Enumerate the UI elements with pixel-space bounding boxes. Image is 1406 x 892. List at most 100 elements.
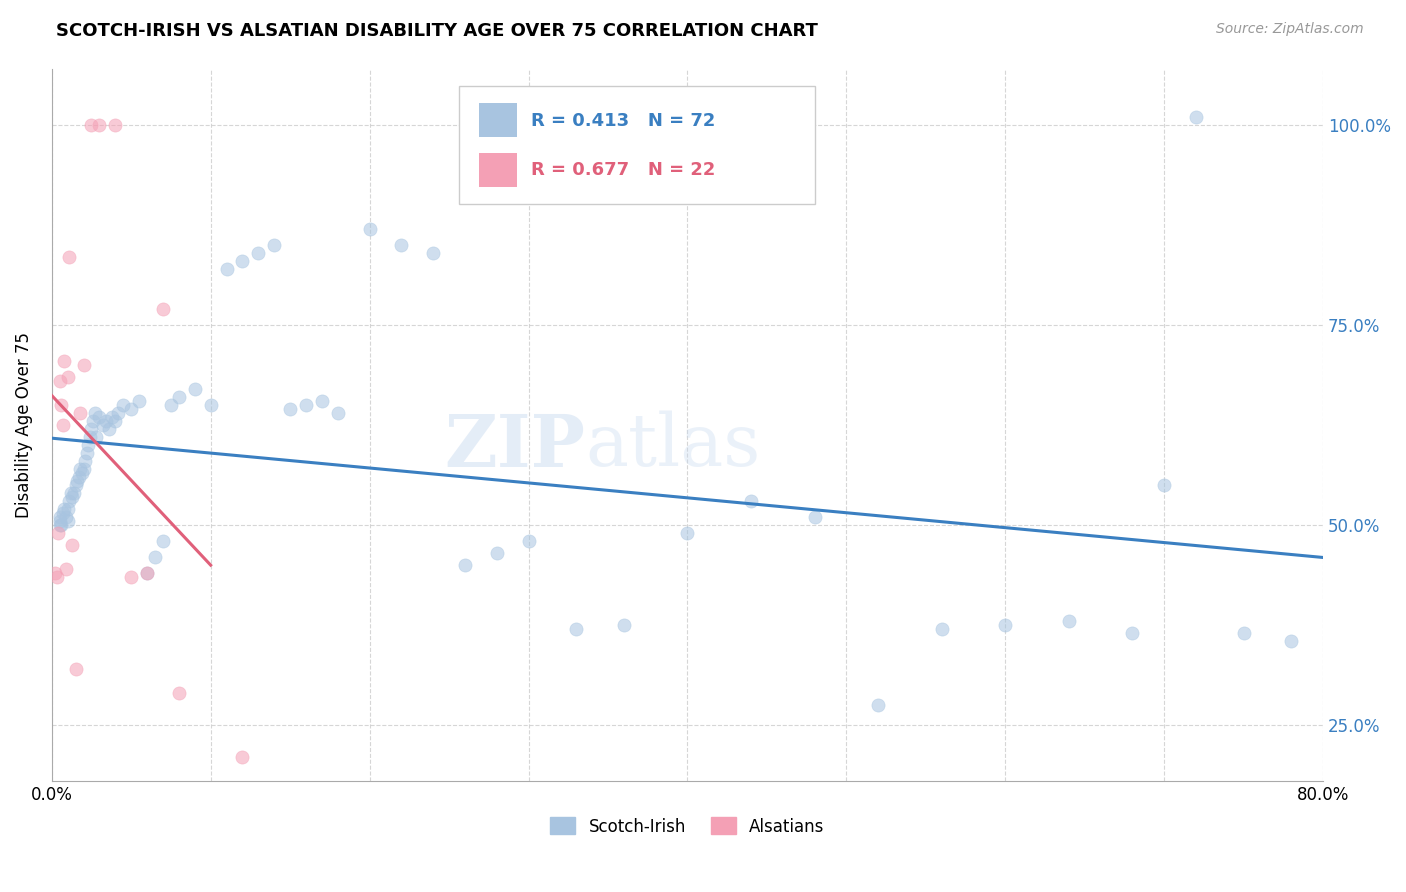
Point (167, 390, 190, 404)
Point (53, 353, 76, 368)
Point (167, 686, 190, 700)
Point (79, 430, 101, 444)
Point (83, 406, 105, 420)
Point (152, 301, 174, 316)
Point (65, 477, 87, 491)
Point (931, 622, 953, 636)
Point (55, 509, 77, 524)
Point (52, 506, 75, 520)
Point (59, 485, 82, 500)
Point (128, 393, 150, 408)
Point (62, 538, 84, 552)
Point (62, 490, 84, 504)
Point (72, 358, 94, 372)
Point (56, 514, 79, 528)
Point (1233, 626, 1256, 640)
Point (278, 401, 301, 416)
Point (75, 454, 97, 468)
Point (80, 118, 103, 132)
Point (184, 382, 207, 396)
Point (676, 525, 699, 540)
Point (72, 462, 94, 476)
Point (101, 409, 124, 424)
Point (107, 406, 129, 420)
Point (63, 485, 86, 500)
Point (104, 414, 127, 428)
Point (77, 438, 100, 452)
Point (613, 618, 636, 632)
Point (51, 517, 73, 532)
Point (517, 533, 540, 548)
Point (46, 525, 69, 540)
Point (52, 417, 75, 432)
Point (215, 261, 238, 276)
Point (69, 462, 91, 476)
Point (1185, 110, 1208, 124)
Point (67, 470, 90, 484)
Point (70, 466, 93, 480)
Point (422, 245, 444, 260)
Text: Source: ZipAtlas.com: Source: ZipAtlas.com (1216, 22, 1364, 37)
Point (143, 549, 166, 564)
Text: ZIP: ZIP (444, 410, 586, 482)
Point (89, 409, 111, 424)
Point (1279, 633, 1302, 648)
Text: atlas: atlas (586, 411, 761, 482)
Point (48, 514, 70, 528)
Point (1121, 626, 1143, 640)
Point (48, 374, 70, 388)
Point (311, 393, 333, 408)
Point (565, 622, 588, 636)
Point (485, 546, 508, 560)
Point (84, 430, 107, 444)
Point (120, 401, 142, 416)
Point (1057, 614, 1080, 628)
Y-axis label: Disability Age Over 75: Disability Age Over 75 (15, 332, 32, 517)
Point (359, 221, 381, 235)
Point (231, 253, 253, 268)
Point (69, 406, 91, 420)
Point (326, 406, 349, 420)
Point (104, 118, 127, 132)
Point (247, 245, 270, 260)
FancyBboxPatch shape (479, 153, 517, 186)
Legend: Scotch-Irish, Alsatians: Scotch-Irish, Alsatians (541, 809, 832, 844)
Point (58, 250, 80, 264)
Point (65, 662, 87, 676)
Point (56, 369, 79, 384)
Point (89, 118, 111, 132)
Point (1153, 477, 1175, 491)
Point (136, 566, 159, 580)
Point (994, 618, 1017, 632)
Text: R = 0.413   N = 72: R = 0.413 N = 72 (531, 112, 716, 129)
Point (91, 417, 114, 432)
Point (97, 422, 120, 436)
Point (120, 570, 142, 584)
Point (48, 509, 70, 524)
Point (76, 446, 98, 460)
Point (389, 237, 412, 252)
Point (44, 566, 66, 580)
Point (58, 493, 80, 508)
Point (56, 501, 79, 516)
FancyBboxPatch shape (458, 87, 814, 204)
Point (112, 398, 135, 412)
Point (82, 414, 104, 428)
Point (94, 414, 117, 428)
Point (263, 237, 285, 252)
Point (80, 422, 103, 436)
Point (740, 493, 762, 508)
Text: R = 0.677   N = 22: R = 0.677 N = 22 (531, 161, 716, 178)
FancyBboxPatch shape (479, 103, 517, 136)
Point (160, 398, 183, 412)
Point (803, 509, 825, 524)
Point (53, 501, 76, 516)
Point (454, 558, 477, 572)
Point (48, 517, 70, 532)
Point (200, 398, 222, 412)
Text: SCOTCH-IRISH VS ALSATIAN DISABILITY AGE OVER 75 CORRELATION CHART: SCOTCH-IRISH VS ALSATIAN DISABILITY AGE … (56, 22, 818, 40)
Point (295, 398, 318, 412)
Point (51, 398, 73, 412)
Point (66, 474, 89, 488)
Point (136, 566, 159, 580)
